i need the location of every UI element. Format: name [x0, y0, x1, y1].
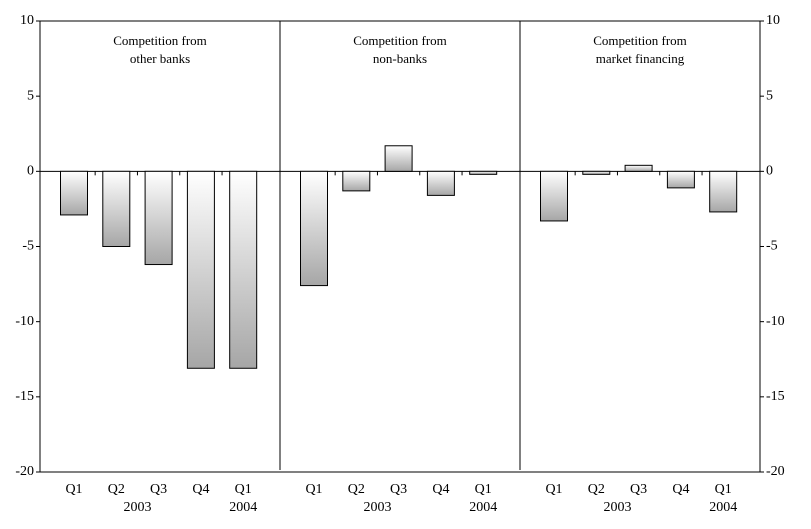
x-tick-label: Q3: [150, 482, 167, 497]
bar: [342, 170, 371, 192]
x-tick-label: Q2: [108, 482, 125, 497]
y-tick-label: -5: [22, 239, 34, 254]
year-label: 2004: [229, 500, 257, 515]
x-tick-label: Q3: [630, 482, 647, 497]
bar: [384, 145, 413, 172]
x-tick-label: Q2: [348, 482, 365, 497]
bar: [300, 170, 328, 287]
panel-title: market financing: [596, 51, 685, 66]
year-label: 2003: [123, 500, 151, 515]
x-tick-label: Q3: [390, 482, 407, 497]
x-tick-label: Q1: [715, 482, 732, 497]
x-tick-label: Q1: [545, 482, 562, 497]
bar: [624, 164, 653, 172]
bar: [426, 170, 455, 196]
x-tick-label: Q1: [305, 482, 322, 497]
x-tick-label: Q4: [672, 482, 689, 497]
y2-tick-label: 10: [766, 13, 780, 28]
x-tick-label: Q4: [192, 482, 209, 497]
x-tick-label: Q4: [432, 482, 449, 497]
year-label: 2004: [709, 500, 737, 515]
bar: [144, 170, 173, 266]
panel-title: non-banks: [373, 51, 427, 66]
year-label: 2004: [469, 500, 497, 515]
year-label: 2003: [603, 500, 631, 515]
y2-tick-label: 5: [766, 88, 773, 103]
y2-tick-label: -15: [766, 389, 785, 404]
y2-tick-label: -10: [766, 314, 785, 329]
y-tick-label: -10: [15, 314, 34, 329]
bar: [540, 170, 568, 222]
bar: [229, 170, 258, 369]
bar: [469, 170, 498, 175]
bar: [60, 170, 88, 216]
y-tick-label: 5: [27, 88, 34, 103]
panel-title: Competition from: [113, 33, 207, 48]
y2-tick-label: -20: [766, 464, 785, 479]
bar: [102, 170, 131, 247]
panel-title: Competition from: [593, 33, 687, 48]
bar: [582, 170, 611, 175]
x-tick-label: Q2: [588, 482, 605, 497]
x-tick-label: Q1: [475, 482, 492, 497]
y-tick-label: 0: [27, 164, 34, 179]
x-tick-label: Q1: [235, 482, 252, 497]
y2-tick-label: -5: [766, 239, 778, 254]
panel-title: other banks: [130, 51, 190, 66]
y-tick-label: -15: [15, 389, 34, 404]
bar: [709, 170, 738, 213]
bar: [666, 170, 695, 189]
x-tick-label: Q1: [65, 482, 82, 497]
bar: [186, 170, 215, 369]
panel-title: Competition from: [353, 33, 447, 48]
year-label: 2003: [363, 500, 391, 515]
y-tick-label: 10: [20, 13, 34, 28]
y-tick-label: -20: [15, 464, 34, 479]
y2-tick-label: 0: [766, 164, 773, 179]
